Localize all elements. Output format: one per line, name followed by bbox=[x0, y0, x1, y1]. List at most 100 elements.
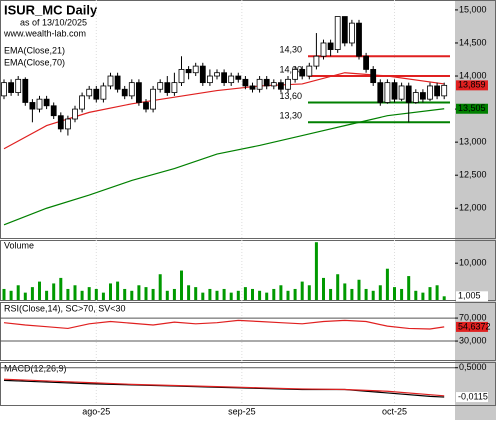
line bbox=[3, 319, 445, 330]
volume-bar bbox=[66, 288, 70, 300]
candle-body bbox=[171, 82, 178, 93]
y-tick-label: 10,000 bbox=[459, 258, 487, 268]
candle-body bbox=[1, 82, 7, 97]
candle-body bbox=[391, 82, 398, 100]
volume-bar bbox=[116, 281, 120, 300]
volume-bar bbox=[336, 274, 340, 300]
axis-background bbox=[455, 0, 496, 420]
candle-body bbox=[419, 92, 426, 100]
candle-body bbox=[128, 82, 135, 97]
volume-bar bbox=[123, 288, 127, 300]
volume-bar bbox=[435, 285, 439, 300]
y-tick-label: 30,000 bbox=[459, 335, 487, 345]
panel-title: Volume bbox=[4, 240, 34, 250]
candle-body bbox=[65, 118, 71, 130]
volume-bar bbox=[378, 285, 382, 300]
candle-body bbox=[206, 75, 213, 84]
candle-body bbox=[22, 78, 29, 103]
legend-entry: EMA(Close,70) bbox=[4, 57, 65, 67]
candle-body bbox=[299, 69, 306, 77]
candle-body bbox=[292, 69, 299, 80]
volume-bar bbox=[101, 292, 105, 300]
candle-body bbox=[143, 102, 149, 110]
candle-body bbox=[327, 42, 334, 50]
candle-body bbox=[434, 85, 441, 97]
candle-body bbox=[221, 72, 228, 84]
volume-bar bbox=[208, 288, 212, 300]
candle-body bbox=[228, 75, 235, 84]
volume-bar bbox=[59, 277, 63, 300]
level-label: 13,30 bbox=[279, 111, 302, 121]
candle-body bbox=[86, 88, 93, 97]
line bbox=[3, 108, 445, 226]
candle-body bbox=[341, 16, 348, 44]
value-tag-label: 13,859 bbox=[458, 80, 486, 90]
candle-body bbox=[199, 65, 206, 84]
volume-bar bbox=[222, 288, 226, 300]
y-tick-label: 13,000 bbox=[459, 137, 487, 147]
volume-bar bbox=[279, 285, 283, 300]
candle-body bbox=[256, 78, 263, 90]
candle-body bbox=[178, 69, 185, 84]
y-tick-label: 0,5000 bbox=[459, 362, 487, 372]
volume-bar bbox=[258, 290, 262, 300]
volume-bar bbox=[30, 287, 34, 300]
candle-body bbox=[121, 88, 128, 97]
candle-body bbox=[356, 22, 362, 57]
value-tag bbox=[456, 321, 488, 332]
volume-bar bbox=[187, 285, 191, 300]
candle-body bbox=[320, 42, 327, 57]
value-tag bbox=[456, 80, 488, 91]
volume-bar bbox=[322, 277, 325, 300]
volume-bar bbox=[307, 285, 311, 300]
volume-bar bbox=[23, 292, 27, 300]
volume-bar bbox=[442, 296, 446, 300]
volume-bar bbox=[144, 287, 148, 300]
candle-body bbox=[405, 85, 412, 103]
volume-bar bbox=[16, 285, 20, 300]
volume-bar bbox=[243, 287, 247, 300]
volume-bar bbox=[94, 288, 98, 300]
level-label: 14,30 bbox=[279, 45, 302, 55]
candle-body bbox=[72, 108, 78, 120]
candle-body bbox=[93, 88, 100, 100]
candle-body bbox=[242, 78, 249, 87]
value-tag bbox=[456, 291, 488, 302]
volume-bar bbox=[421, 292, 425, 300]
volume-bar bbox=[393, 287, 396, 300]
y-tick-label: 12,500 bbox=[459, 170, 487, 180]
candle-body bbox=[384, 82, 391, 103]
volume-bar bbox=[109, 283, 112, 300]
volume-bar bbox=[158, 274, 162, 300]
volume-bar bbox=[38, 281, 41, 300]
candle-body bbox=[43, 98, 50, 107]
y-tick-label: 14,500 bbox=[459, 37, 487, 47]
value-tag bbox=[456, 392, 488, 403]
y-tick-label: 12,000 bbox=[459, 203, 487, 213]
volume-bar bbox=[272, 288, 276, 300]
candle-body bbox=[313, 55, 320, 67]
candle-body bbox=[79, 95, 85, 110]
candle-body bbox=[363, 55, 370, 70]
candle-body bbox=[8, 82, 15, 93]
y-tick-label: 15,000 bbox=[459, 4, 487, 14]
volume-bar bbox=[137, 285, 141, 300]
volume-bar bbox=[201, 292, 205, 300]
x-tick-label: oct-25 bbox=[382, 406, 407, 416]
volume-bar bbox=[2, 288, 6, 300]
volume-bar bbox=[385, 268, 389, 300]
volume-bar bbox=[73, 285, 77, 300]
source: www.wealth-lab.com bbox=[3, 28, 86, 38]
candle-body bbox=[185, 69, 192, 74]
candle-body bbox=[412, 92, 419, 103]
candle-body bbox=[50, 105, 57, 117]
volume-bar bbox=[414, 290, 418, 300]
volume-bar bbox=[236, 290, 240, 300]
volume-bar bbox=[314, 242, 318, 300]
candle-body bbox=[192, 65, 199, 74]
candle-body bbox=[107, 75, 114, 87]
volume-bar bbox=[87, 287, 91, 300]
candle-body bbox=[100, 85, 107, 100]
candle-body bbox=[263, 78, 270, 87]
